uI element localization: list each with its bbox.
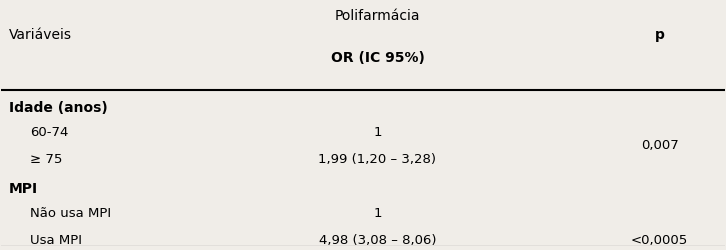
- Text: ≥ 75: ≥ 75: [30, 152, 62, 165]
- Text: 1: 1: [373, 125, 382, 138]
- Text: Usa MPI: Usa MPI: [30, 233, 82, 246]
- Text: <0,0005: <0,0005: [631, 233, 688, 246]
- Text: OR (IC 95%): OR (IC 95%): [330, 50, 425, 64]
- Text: Idade (anos): Idade (anos): [9, 100, 107, 114]
- Text: 0,007: 0,007: [640, 138, 678, 151]
- Text: Não usa MPI: Não usa MPI: [30, 206, 112, 219]
- Text: 1,99 (1,20 – 3,28): 1,99 (1,20 – 3,28): [319, 152, 436, 165]
- Text: p: p: [655, 28, 664, 42]
- Text: 4,98 (3,08 – 8,06): 4,98 (3,08 – 8,06): [319, 233, 436, 246]
- Text: 60-74: 60-74: [30, 125, 69, 138]
- Text: 1: 1: [373, 206, 382, 219]
- Text: Variáveis: Variáveis: [9, 28, 72, 42]
- Text: MPI: MPI: [9, 181, 38, 195]
- Text: Polifarmácia: Polifarmácia: [335, 9, 420, 23]
